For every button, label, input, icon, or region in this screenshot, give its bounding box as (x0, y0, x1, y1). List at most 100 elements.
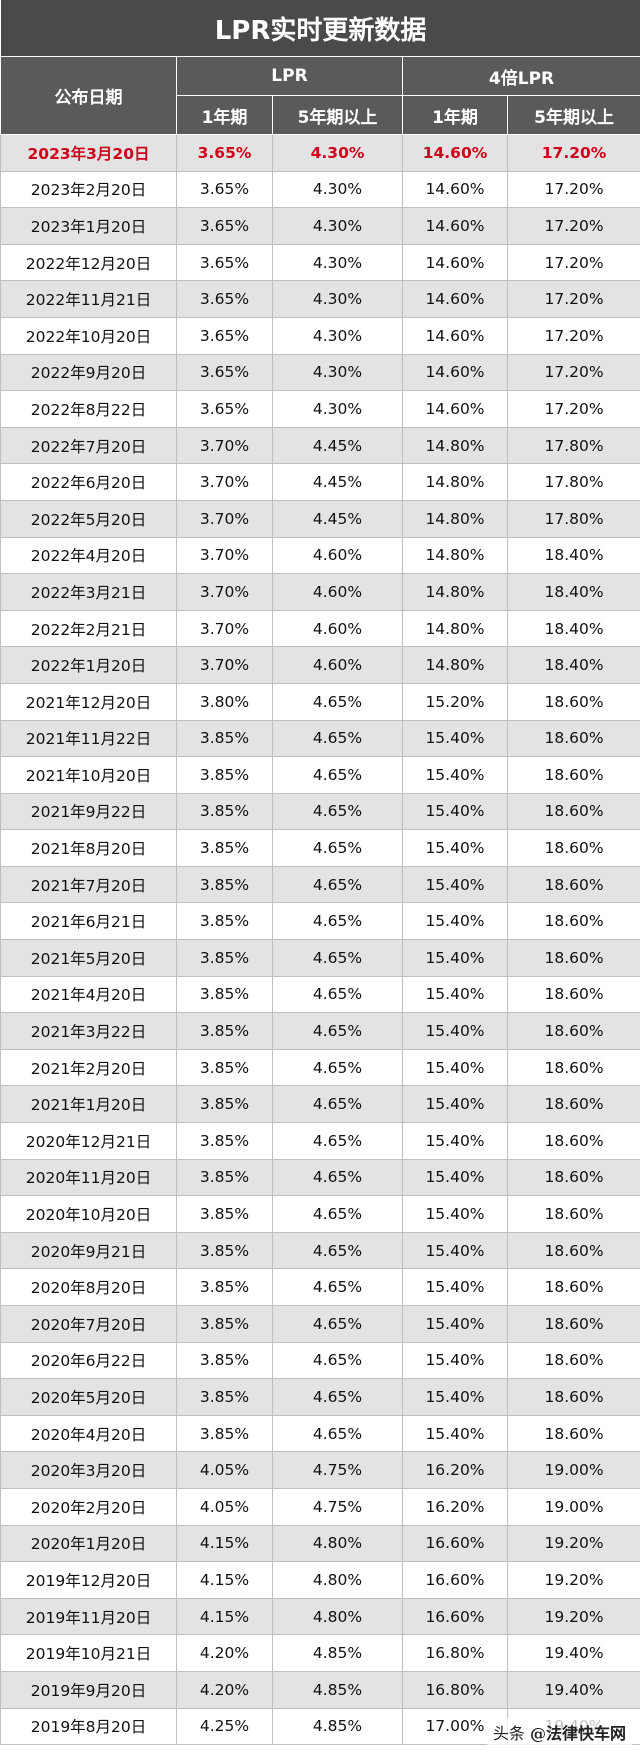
cell-lpr-5y: 4.65% (272, 1158, 403, 1197)
cell-lpr4x-5y: 18.60% (506, 865, 640, 904)
cell-lpr4x-1y: 16.60% (402, 1597, 508, 1636)
cell-lpr4x-5y: 18.60% (506, 975, 640, 1014)
table-row: 2022年2月21日 3.70% 4.60% 14.80% 18.40% (0, 609, 640, 648)
cell-lpr4x-5y: 18.60% (506, 902, 640, 941)
table-row: 2021年3月22日 3.85% 4.65% 15.40% 18.60% (0, 1012, 640, 1050)
cell-lpr4x-5y: 18.60% (506, 829, 640, 867)
cell-lpr4x-5y: 18.60% (506, 1378, 640, 1416)
header-lpr4-group: 4倍LPR (401, 56, 640, 96)
cell-lpr-1y: 3.70% (176, 573, 273, 611)
cell-lpr4x-1y: 14.80% (402, 426, 508, 465)
cell-lpr4x-1y: 14.60% (402, 170, 508, 209)
cell-lpr4x-1y: 15.40% (402, 939, 508, 977)
cell-lpr-1y: 3.85% (176, 1158, 273, 1197)
cell-lpr-5y: 4.30% (272, 207, 403, 245)
table-row: 2020年9月21日 3.85% 4.65% 15.40% 18.60% (0, 1231, 640, 1270)
header-five-year: 5年期以上 (272, 95, 403, 135)
cell-lpr4x-5y: 17.20% (506, 353, 640, 392)
cell-date: 2020年6月22日 (0, 1341, 177, 1380)
cell-date: 2020年5月20日 (0, 1378, 177, 1416)
cell-date: 2023年3月20日 (0, 134, 177, 172)
cell-lpr4x-1y: 14.80% (402, 536, 508, 575)
cell-lpr4x-5y: 18.40% (506, 573, 640, 611)
cell-lpr4x-1y: 15.40% (402, 1158, 508, 1197)
cell-lpr4x-1y: 14.60% (402, 134, 508, 172)
cell-lpr4x-5y: 19.00% (506, 1487, 640, 1526)
cell-date: 2022年12月20日 (0, 243, 177, 282)
table-row: 2020年8月20日 3.85% 4.65% 15.40% 18.60% (0, 1268, 640, 1306)
cell-lpr-5y: 4.65% (272, 939, 403, 977)
cell-lpr4x-5y: 18.60% (506, 792, 640, 831)
header-one-year: 1年期 (176, 95, 273, 135)
cell-lpr-1y: 4.15% (176, 1597, 273, 1636)
table-row: 2021年6月21日 3.85% 4.65% 15.40% 18.60% (0, 902, 640, 941)
cell-date: 2022年10月20日 (0, 316, 177, 355)
cell-lpr-5y: 4.65% (272, 829, 403, 867)
table-row: 2020年5月20日 3.85% 4.65% 15.40% 18.60% (0, 1378, 640, 1416)
table-row: 2021年9月22日 3.85% 4.65% 15.40% 18.60% (0, 792, 640, 831)
table-row: 2021年12月20日 3.80% 4.65% 15.20% 18.60% (0, 682, 640, 721)
cell-lpr-5y: 4.65% (272, 1195, 403, 1233)
cell-lpr-1y: 3.85% (176, 1231, 273, 1270)
cell-date: 2019年9月20日 (0, 1670, 177, 1709)
table-row: 2022年12月20日 3.65% 4.30% 14.60% 17.20% (0, 243, 640, 282)
cell-lpr-1y: 3.70% (176, 536, 273, 575)
cell-lpr-5y: 4.60% (272, 573, 403, 611)
cell-lpr-1y: 3.85% (176, 792, 273, 831)
cell-lpr-1y: 3.65% (176, 280, 273, 318)
cell-lpr-5y: 4.65% (272, 682, 403, 721)
table-row: 2020年10月20日 3.85% 4.65% 15.40% 18.60% (0, 1195, 640, 1233)
table-row: 2022年3月21日 3.70% 4.60% 14.80% 18.40% (0, 573, 640, 611)
cell-lpr4x-1y: 14.60% (402, 207, 508, 245)
table-row: 2019年11月20日 4.15% 4.80% 16.60% 19.20% (0, 1597, 640, 1636)
cell-lpr-1y: 3.85% (176, 1414, 273, 1453)
cell-lpr-5y: 4.65% (272, 1048, 403, 1087)
watermark-brand: @法律快车网 (529, 1724, 626, 1743)
cell-lpr-1y: 3.70% (176, 499, 273, 538)
cell-lpr-1y: 3.65% (176, 243, 273, 282)
table-row: 2019年9月20日 4.20% 4.85% 16.80% 19.40% (0, 1670, 640, 1709)
cell-lpr4x-1y: 15.40% (402, 1122, 508, 1160)
table-row: 2021年7月20日 3.85% 4.65% 15.40% 18.60% (0, 865, 640, 904)
cell-lpr4x-1y: 15.40% (402, 1414, 508, 1453)
cell-lpr4x-5y: 17.20% (506, 390, 640, 428)
cell-lpr4x-1y: 15.40% (402, 792, 508, 831)
cell-lpr-1y: 3.65% (176, 390, 273, 428)
cell-lpr-5y: 4.30% (272, 390, 403, 428)
cell-lpr-1y: 3.85% (176, 975, 273, 1014)
cell-lpr4x-5y: 18.60% (506, 1195, 640, 1233)
cell-lpr4x-1y: 15.40% (402, 756, 508, 794)
table-row: 2020年1月20日 4.15% 4.80% 16.60% 19.20% (0, 1524, 640, 1563)
cell-date: 2022年2月21日 (0, 609, 177, 648)
cell-lpr4x-1y: 16.20% (402, 1451, 508, 1489)
cell-date: 2021年10月20日 (0, 756, 177, 794)
cell-date: 2020年8月20日 (0, 1268, 177, 1306)
cell-lpr4x-5y: 17.80% (506, 426, 640, 465)
cell-lpr-5y: 4.45% (272, 463, 403, 501)
cell-lpr-1y: 4.05% (176, 1487, 273, 1526)
cell-lpr-1y: 3.85% (176, 1378, 273, 1416)
cell-lpr-5y: 4.65% (272, 1414, 403, 1453)
cell-date: 2020年2月20日 (0, 1487, 177, 1526)
cell-lpr4x-5y: 19.40% (506, 1634, 640, 1672)
cell-lpr4x-5y: 18.60% (506, 756, 640, 794)
cell-lpr-1y: 3.65% (176, 316, 273, 355)
cell-lpr4x-1y: 14.60% (402, 390, 508, 428)
table-body: 2023年3月20日 3.65% 4.30% 14.60% 17.20% 2023年2月2… (0, 134, 640, 1746)
cell-date: 2021年2月20日 (0, 1048, 177, 1087)
cell-lpr-5y: 4.65% (272, 756, 403, 794)
cell-lpr-1y: 3.85% (176, 1268, 273, 1306)
cell-lpr4x-5y: 17.20% (506, 316, 640, 355)
cell-lpr4x-5y: 18.40% (506, 609, 640, 648)
cell-lpr-1y: 3.85% (176, 1305, 273, 1343)
cell-lpr-1y: 3.70% (176, 609, 273, 648)
header-lpr-group: LPR (176, 56, 403, 96)
cell-lpr4x-5y: 18.40% (506, 536, 640, 575)
cell-lpr4x-5y: 18.40% (506, 646, 640, 684)
cell-lpr-5y: 4.45% (272, 426, 403, 465)
table-row: 2022年4月20日 3.70% 4.60% 14.80% 18.40% (0, 536, 640, 575)
cell-date: 2020年11月20日 (0, 1158, 177, 1197)
table-row: 2022年5月20日 3.70% 4.45% 14.80% 17.80% (0, 499, 640, 538)
cell-date: 2020年12月21日 (0, 1122, 177, 1160)
